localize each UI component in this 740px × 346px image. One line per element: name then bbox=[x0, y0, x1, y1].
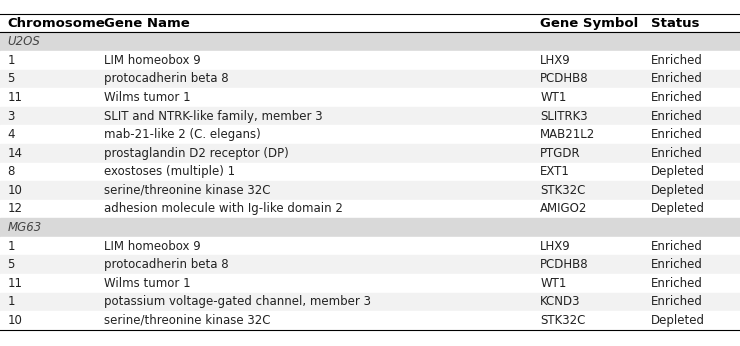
Text: Chromosome: Chromosome bbox=[7, 17, 105, 30]
Text: Depleted: Depleted bbox=[651, 314, 705, 327]
Bar bbox=[0, 218, 740, 237]
Bar bbox=[0, 181, 740, 200]
Text: Wilms tumor 1: Wilms tumor 1 bbox=[104, 91, 190, 104]
Text: Enriched: Enriched bbox=[651, 240, 703, 253]
Text: WT1: WT1 bbox=[540, 277, 567, 290]
Text: Enriched: Enriched bbox=[651, 258, 703, 271]
Text: Enriched: Enriched bbox=[651, 147, 703, 160]
Text: 10: 10 bbox=[7, 184, 22, 197]
Text: 3: 3 bbox=[7, 110, 15, 122]
Text: potassium voltage-gated channel, member 3: potassium voltage-gated channel, member … bbox=[104, 295, 371, 308]
Text: Depleted: Depleted bbox=[651, 202, 705, 216]
Text: Depleted: Depleted bbox=[651, 184, 705, 197]
Bar bbox=[0, 200, 740, 218]
Text: KCND3: KCND3 bbox=[540, 295, 581, 308]
Text: 10: 10 bbox=[7, 314, 22, 327]
Text: Enriched: Enriched bbox=[651, 54, 703, 67]
Text: 4: 4 bbox=[7, 128, 15, 141]
Text: Wilms tumor 1: Wilms tumor 1 bbox=[104, 277, 190, 290]
Bar bbox=[0, 14, 740, 33]
Text: 5: 5 bbox=[7, 72, 15, 85]
Text: AMIGO2: AMIGO2 bbox=[540, 202, 588, 216]
Text: 1: 1 bbox=[7, 240, 15, 253]
Text: 11: 11 bbox=[7, 277, 22, 290]
Text: LIM homeobox 9: LIM homeobox 9 bbox=[104, 54, 201, 67]
Text: 12: 12 bbox=[7, 202, 22, 216]
Text: Depleted: Depleted bbox=[651, 165, 705, 178]
Bar bbox=[0, 70, 740, 88]
Bar bbox=[0, 88, 740, 107]
Bar bbox=[0, 293, 740, 311]
Bar bbox=[0, 107, 740, 125]
Text: LHX9: LHX9 bbox=[540, 54, 571, 67]
Text: prostaglandin D2 receptor (DP): prostaglandin D2 receptor (DP) bbox=[104, 147, 289, 160]
Text: PCDHB8: PCDHB8 bbox=[540, 72, 589, 85]
Text: PTGDR: PTGDR bbox=[540, 147, 581, 160]
Text: mab-21-like 2 (C. elegans): mab-21-like 2 (C. elegans) bbox=[104, 128, 260, 141]
Bar bbox=[0, 274, 740, 293]
Text: 14: 14 bbox=[7, 147, 22, 160]
Bar bbox=[0, 144, 740, 163]
Text: Gene Symbol: Gene Symbol bbox=[540, 17, 639, 30]
Text: 1: 1 bbox=[7, 54, 15, 67]
Text: serine/threonine kinase 32C: serine/threonine kinase 32C bbox=[104, 184, 270, 197]
Text: LHX9: LHX9 bbox=[540, 240, 571, 253]
Text: Enriched: Enriched bbox=[651, 110, 703, 122]
Text: adhesion molecule with Ig-like domain 2: adhesion molecule with Ig-like domain 2 bbox=[104, 202, 343, 216]
Text: PCDHB8: PCDHB8 bbox=[540, 258, 589, 271]
Text: MAB21L2: MAB21L2 bbox=[540, 128, 596, 141]
Bar bbox=[0, 33, 740, 51]
Text: SLITRK3: SLITRK3 bbox=[540, 110, 588, 122]
Text: 5: 5 bbox=[7, 258, 15, 271]
Text: Gene Name: Gene Name bbox=[104, 17, 189, 30]
Text: Enriched: Enriched bbox=[651, 295, 703, 308]
Bar bbox=[0, 255, 740, 274]
Text: STK32C: STK32C bbox=[540, 314, 585, 327]
Text: MG63: MG63 bbox=[7, 221, 41, 234]
Text: Enriched: Enriched bbox=[651, 72, 703, 85]
Bar bbox=[0, 237, 740, 255]
Text: 1: 1 bbox=[7, 295, 15, 308]
Bar bbox=[0, 125, 740, 144]
Text: STK32C: STK32C bbox=[540, 184, 585, 197]
Text: U2OS: U2OS bbox=[7, 35, 40, 48]
Text: WT1: WT1 bbox=[540, 91, 567, 104]
Text: LIM homeobox 9: LIM homeobox 9 bbox=[104, 240, 201, 253]
Bar bbox=[0, 311, 740, 330]
Text: Enriched: Enriched bbox=[651, 91, 703, 104]
Text: protocadherin beta 8: protocadherin beta 8 bbox=[104, 258, 228, 271]
Bar bbox=[0, 51, 740, 70]
Text: 11: 11 bbox=[7, 91, 22, 104]
Text: Enriched: Enriched bbox=[651, 277, 703, 290]
Text: SLIT and NTRK-like family, member 3: SLIT and NTRK-like family, member 3 bbox=[104, 110, 322, 122]
Text: 8: 8 bbox=[7, 165, 15, 178]
Text: serine/threonine kinase 32C: serine/threonine kinase 32C bbox=[104, 314, 270, 327]
Text: exostoses (multiple) 1: exostoses (multiple) 1 bbox=[104, 165, 235, 178]
Text: EXT1: EXT1 bbox=[540, 165, 570, 178]
Text: protocadherin beta 8: protocadherin beta 8 bbox=[104, 72, 228, 85]
Bar bbox=[0, 163, 740, 181]
Text: Status: Status bbox=[651, 17, 700, 30]
Text: Enriched: Enriched bbox=[651, 128, 703, 141]
